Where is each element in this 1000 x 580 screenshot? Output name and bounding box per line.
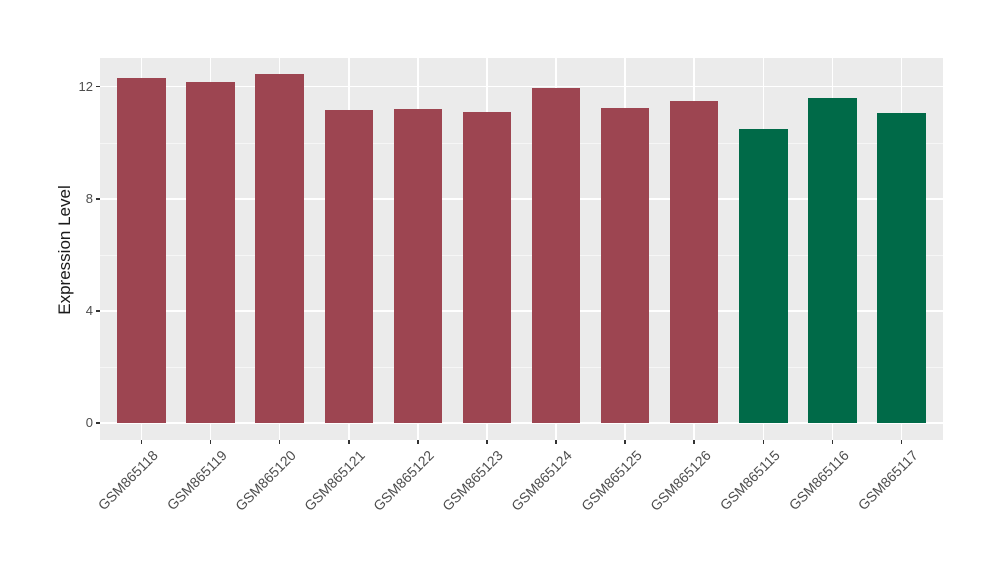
x-tick-label-GSM865125: GSM865125 bbox=[577, 447, 645, 514]
bar-GSM865116 bbox=[808, 97, 857, 423]
bar-GSM865126 bbox=[670, 100, 719, 423]
gridline-minor-y6 bbox=[100, 254, 943, 256]
bar-GSM865122 bbox=[393, 109, 443, 423]
x-tick-label-GSM865118: GSM865118 bbox=[94, 447, 161, 514]
y-tick-label-0: 0 bbox=[85, 415, 93, 430]
x-tick-label-GSM865117: GSM865117 bbox=[854, 447, 921, 514]
y-tick-label-12: 12 bbox=[78, 78, 93, 94]
x-tick-mark-GSM865123 bbox=[486, 440, 488, 444]
gridline-major-y12 bbox=[100, 85, 943, 88]
y-axis-title: Expression Level bbox=[55, 185, 74, 315]
y-tick-label-4: 4 bbox=[85, 302, 93, 318]
x-tick-mark-GSM865122 bbox=[417, 440, 419, 444]
bar-GSM865120 bbox=[255, 74, 304, 423]
x-tick-mark-GSM865119 bbox=[209, 440, 212, 444]
gridline-minor-y10 bbox=[100, 142, 943, 144]
bar-GSM865123 bbox=[462, 111, 512, 423]
x-tick-label-GSM865126: GSM865126 bbox=[646, 447, 714, 514]
bar-GSM865125 bbox=[600, 107, 650, 423]
bar-GSM865117 bbox=[877, 113, 926, 423]
x-tick-mark-GSM865120 bbox=[278, 440, 281, 444]
x-tick-mark-GSM865121 bbox=[348, 440, 350, 444]
gridline-minor-y2 bbox=[100, 366, 943, 368]
gridline-major-y0 bbox=[100, 422, 943, 424]
x-tick-mark-GSM865116 bbox=[831, 440, 834, 444]
plot-panel bbox=[100, 58, 943, 440]
x-tick-label-GSM865124: GSM865124 bbox=[508, 447, 576, 514]
y-tick-mark-4 bbox=[96, 310, 100, 312]
bar-GSM865124 bbox=[531, 88, 581, 423]
x-tick-label-GSM865119: GSM865119 bbox=[163, 447, 230, 514]
x-tick-label-GSM865121: GSM865121 bbox=[301, 447, 369, 514]
x-tick-label-GSM865120: GSM865120 bbox=[232, 447, 299, 514]
x-tick-mark-GSM865125 bbox=[624, 440, 626, 444]
x-tick-mark-GSM865117 bbox=[900, 440, 903, 444]
y-tick-mark-12 bbox=[96, 85, 100, 88]
y-tick-mark-0 bbox=[96, 422, 100, 424]
gridline-major-y4 bbox=[100, 310, 943, 312]
x-tick-mark-GSM865115 bbox=[762, 440, 765, 444]
y-tick-mark-8 bbox=[96, 198, 100, 200]
bar-GSM865115 bbox=[739, 128, 788, 423]
x-tick-label-GSM865123: GSM865123 bbox=[439, 447, 507, 514]
x-tick-label-GSM865116: GSM865116 bbox=[785, 447, 852, 514]
x-tick-label-GSM865115: GSM865115 bbox=[716, 447, 783, 514]
x-tick-mark-GSM865126 bbox=[693, 440, 695, 444]
bar-GSM865119 bbox=[186, 82, 235, 423]
y-tick-label-8: 8 bbox=[85, 190, 93, 206]
bar-GSM865121 bbox=[324, 110, 373, 423]
x-tick-mark-GSM865118 bbox=[140, 440, 143, 444]
x-tick-label-GSM865122: GSM865122 bbox=[370, 447, 438, 514]
bar-GSM865118 bbox=[117, 78, 166, 423]
x-tick-mark-GSM865124 bbox=[555, 440, 557, 444]
gridline-major-y8 bbox=[100, 198, 943, 200]
